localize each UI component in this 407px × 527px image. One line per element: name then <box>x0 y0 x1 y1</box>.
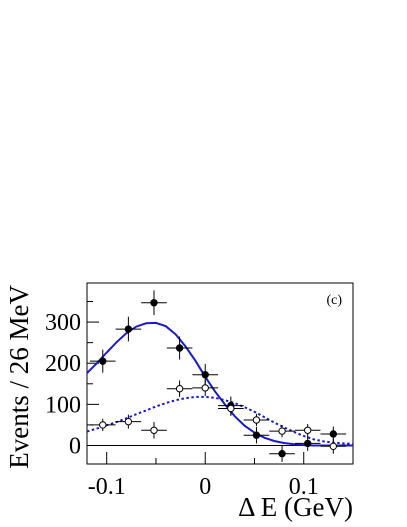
data-points <box>89 290 347 462</box>
filled-marker <box>303 439 312 448</box>
fit-curves <box>86 321 354 447</box>
data-point-open <box>89 418 116 432</box>
axis-ticks <box>87 301 305 464</box>
plot-frame <box>86 282 354 465</box>
data-point-filled <box>115 316 142 342</box>
open-marker <box>329 442 337 451</box>
filled-marker <box>175 344 184 352</box>
y-tick-labels: 0 100 200 300 <box>45 310 81 459</box>
filled-marker <box>99 357 107 365</box>
data-point-open <box>218 401 244 416</box>
y-tick-label: 200 <box>45 351 81 377</box>
data-point-filled <box>243 426 270 444</box>
data-point-open <box>192 379 219 397</box>
y-axis-title: Events / 26 MeV <box>4 285 34 469</box>
filled-marker <box>201 371 209 379</box>
y-tick-label: 0 <box>69 433 81 459</box>
open-marker <box>252 416 261 424</box>
open-marker <box>201 384 209 392</box>
data-point-filled <box>269 445 295 462</box>
filled-marker <box>124 325 133 333</box>
data-point-open <box>166 380 193 397</box>
data-point-filled <box>89 349 116 373</box>
data-point-open <box>294 424 321 437</box>
filled-marker <box>329 430 337 438</box>
open-marker <box>124 417 133 426</box>
y-tick-label: 100 <box>45 392 81 418</box>
data-point-open <box>269 424 295 438</box>
x-tick-label: 0 <box>199 474 211 500</box>
open-marker <box>175 385 184 393</box>
data-point-filled <box>166 336 193 360</box>
x-tick-label: -0.1 <box>88 474 126 500</box>
fit-curve-solid <box>86 321 353 447</box>
fit-curve-dotted <box>86 395 354 445</box>
y-tick-label: 300 <box>45 310 81 336</box>
data-point-open <box>243 413 270 427</box>
open-marker <box>99 421 107 429</box>
open-marker <box>303 426 312 434</box>
filled-marker <box>150 299 158 307</box>
data-point-filled <box>294 436 321 451</box>
data-point-open <box>115 414 142 429</box>
x-axis-title: Δ E (GeV) <box>238 492 353 522</box>
x-tick-labels: -0.1 0 0.1 <box>88 474 319 500</box>
filled-marker <box>278 450 286 458</box>
panel-label: (c) <box>326 293 342 308</box>
filled-marker <box>252 431 261 439</box>
data-point-open <box>320 438 347 454</box>
open-marker <box>150 426 158 434</box>
open-marker <box>227 404 235 413</box>
x-tick-label: 0.1 <box>289 474 319 500</box>
data-point-filled <box>141 290 167 316</box>
data-point-open <box>141 422 167 439</box>
open-marker <box>278 427 286 435</box>
